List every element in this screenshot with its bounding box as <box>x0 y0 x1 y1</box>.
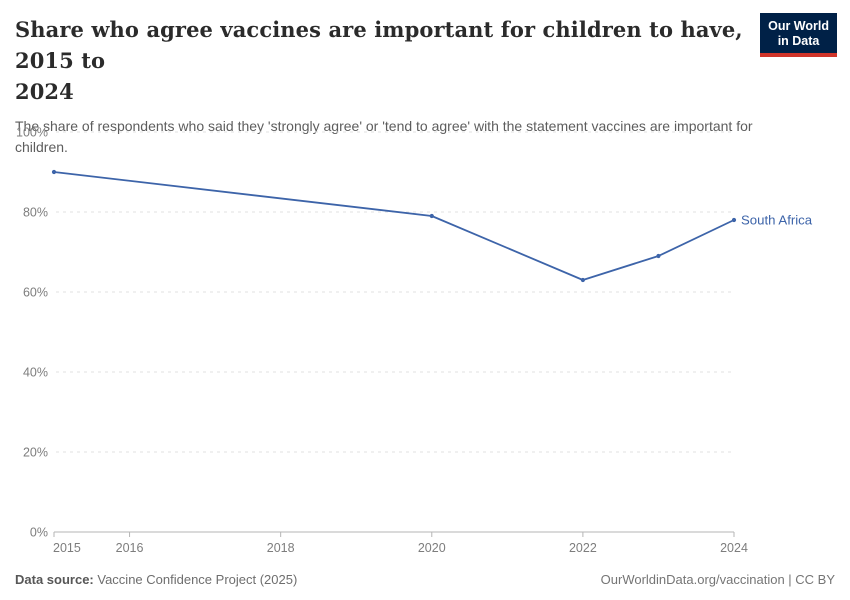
data-point[interactable] <box>731 217 737 223</box>
y-axis-tick-label: 40% <box>23 365 48 379</box>
x-axis-tick-label: 2016 <box>116 541 144 555</box>
x-axis-tick-label: 2018 <box>267 541 295 555</box>
page-title: Share who agree vaccines are important f… <box>15 14 755 107</box>
x-axis-tick-label: 2024 <box>720 541 748 555</box>
chart-subtitle-line1: The share of respondents who said they '… <box>15 118 753 134</box>
y-axis-tick-label: 0% <box>30 525 48 539</box>
x-axis-tick-label: 2020 <box>418 541 446 555</box>
chart-area: 0% 20% 40% 60% 80% 100% 2015 2016 2018 2020 2022 20… <box>0 120 850 570</box>
data-source-label: Data source: <box>15 572 94 587</box>
data-source: Data source: Vaccine Confidence Project … <box>15 572 297 587</box>
owid-attribution-link[interactable]: OurWorldinData.org/vaccination | CC BY <box>600 572 835 587</box>
owid-logo-line1: Our World <box>768 19 829 33</box>
chart-subtitle-line2: children. <box>15 139 68 155</box>
x-axis-tick-label: 2022 <box>569 541 597 555</box>
y-axis-tick-label: 80% <box>23 205 48 219</box>
line-chart[interactable]: 0% 20% 40% 60% 80% 100% 2015 2016 2018 2020 2022 20… <box>0 120 850 570</box>
y-axis-tick-label: 20% <box>23 445 48 459</box>
x-axis-tick-label: 2015 <box>53 541 81 555</box>
data-point[interactable] <box>429 213 434 219</box>
data-source-value: Vaccine Confidence Project (2025) <box>97 572 298 587</box>
y-axis-tick-label: 60% <box>23 285 48 299</box>
data-point[interactable] <box>656 253 661 259</box>
chart-header: Share who agree vaccines are important f… <box>15 14 755 158</box>
series-line[interactable] <box>53 171 735 281</box>
page-title-line2: 2024 <box>15 79 74 104</box>
owid-logo-line2: in Data <box>777 33 820 48</box>
chart-footer: Data source: Vaccine Confidence Project … <box>15 572 835 587</box>
page-title-line1: Share who agree vaccines are important f… <box>15 17 743 73</box>
data-point[interactable] <box>51 169 57 175</box>
owid-logo[interactable]: Our World in Data <box>760 13 837 57</box>
y-axis-tick-label: 100% <box>16 125 48 139</box>
chart-subtitle: The share of respondents who said they '… <box>15 116 755 158</box>
data-point[interactable] <box>580 277 585 283</box>
series-label: South Africa <box>741 213 813 228</box>
